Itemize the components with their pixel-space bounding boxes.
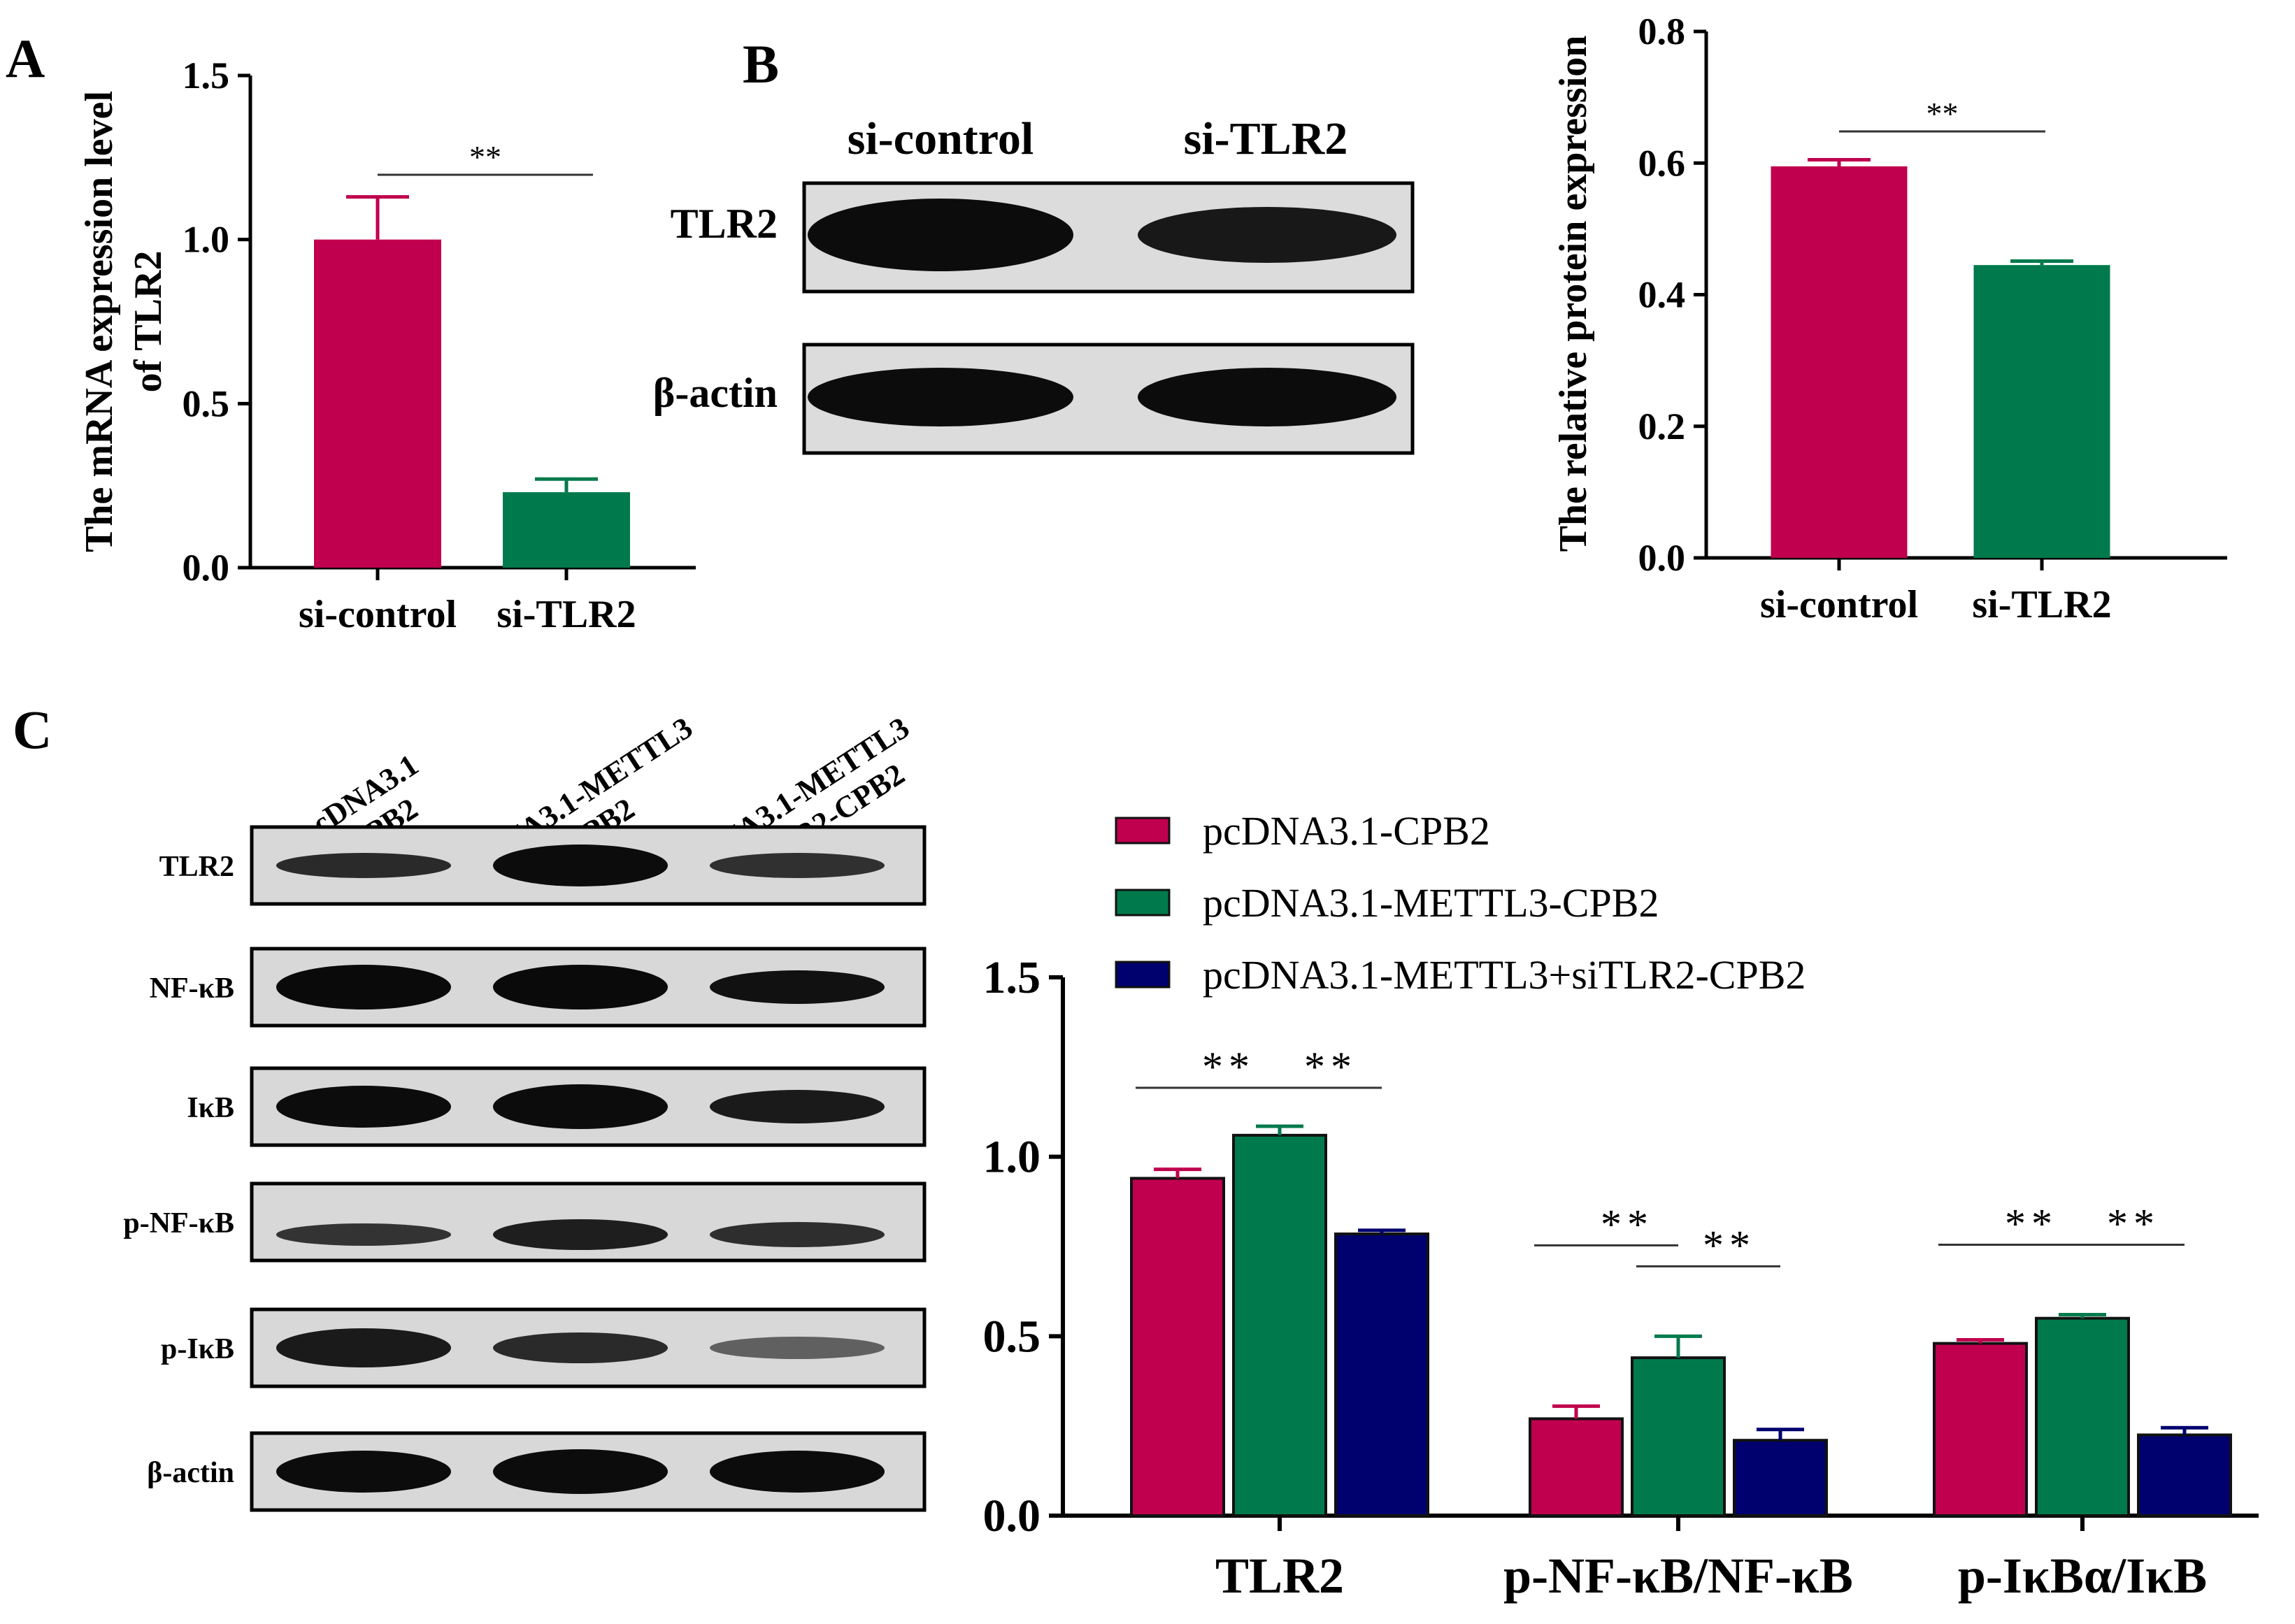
blot-b-tlr2-band-2 [1138,207,1396,263]
blot-c-band [493,965,668,1009]
chart-b-y-tick-label: 0.4 [1638,274,1686,316]
chart-c-bar [1529,1417,1624,1518]
chart-c-bar [1631,1356,1726,1517]
blot-c-row-label: p-IκB [161,1333,234,1365]
chart-c-significance-label: ** [1202,1044,1255,1090]
blot-c-row-label: TLR2 [159,851,234,883]
chart-b-y-tick-label: 0.2 [1638,405,1686,447]
blot-c-band [493,1219,668,1250]
chart-c-legend-swatch [1115,889,1171,917]
chart-c-bar [1130,1177,1225,1517]
blot-c-band [276,1223,451,1246]
chart-b-y-axis-label: The relative protein expression [1552,36,1595,552]
chart-c-x-tick-label: TLR2 [1215,1548,1344,1604]
blot-c-row-label: IκB [187,1092,234,1124]
chart-c-bar [2137,1433,2232,1517]
chart-a-x-tick-label: si-TLR2 [496,593,636,636]
blot-c-band [493,1084,668,1129]
blot-c-band [710,1451,885,1493]
chart-a-y-tick-label: 0.0 [183,547,230,589]
chart-b-bar-si-TLR2 [1973,265,2110,558]
chart-a-bar-si-TLR2 [503,492,630,568]
blot-c-band [710,1337,885,1359]
blot-c-row-label: β-actin [147,1457,234,1489]
blot-c-band [710,1090,885,1123]
blot-c-band [276,1086,451,1128]
chart-a-bar-si-control [314,239,441,568]
blot-c-band [710,853,885,878]
chart-c-bar [1232,1133,1327,1518]
chart-a-x-tick-label: si-control [299,593,457,636]
blot-b-lane-label-si-tlr2: si-TLR2 [1184,113,1348,164]
blot-b-tlr2-band-1 [808,199,1073,271]
chart-a-significance-label: ** [469,139,501,175]
chart-c: 0.0 0.5 1.0 1.5 TLR2 ** ** p-NF-κB/NF-κB ** ** p-I… [983,808,2259,1604]
chart-c-y-tick-label: 0.5 [983,1311,1041,1362]
chart-c-y-tick-label: 1.5 [983,952,1041,1003]
blot-c-band [493,1449,668,1494]
chart-c-bar [1933,1342,2028,1517]
chart-c-legend-swatch [1115,961,1171,989]
blot-c-band [710,1222,885,1247]
blot-c-band [276,1328,451,1367]
chart-b-y-tick-label: 0.8 [1638,10,1686,52]
western-blot-b: si-control si-TLR2 TLR2 β-actin [653,113,1415,455]
chart-c-legend-label: pcDNA3.1-METTL3+siTLR2-CPB2 [1203,952,1806,998]
blot-b-row-label-beta-actin: β-actin [653,370,778,416]
chart-b-significance-label: ** [1926,96,1959,131]
panel-label-c: C [13,699,52,760]
chart-a-y-axis-label: The mRNA expression level of TLR2 [78,91,170,552]
blot-c-band [276,965,451,1009]
chart-c-significance-label: ** [1304,1044,1357,1090]
blot-c-band [276,1451,451,1493]
chart-a: 0.0 0.5 1.0 1.5 si-control si-TLR2 ** The mRNA … [78,55,696,636]
chart-b-y-tick-label: 0.6 [1638,142,1686,184]
chart-c-significance-label: ** [1703,1222,1756,1268]
chart-a-y-tick-label: 1.5 [183,55,230,96]
chart-c-bar [1334,1233,1429,1517]
blot-c-row-label: p-NF-κB [123,1207,234,1239]
chart-b-x-tick-label: si-control [1760,583,1918,626]
chart-c-bar [2035,1316,2130,1517]
chart-c-y-tick-label: 1.0 [983,1132,1041,1183]
blot-c-band [276,853,451,878]
chart-a-y-tick-label: 1.0 [183,219,230,261]
chart-b-bar-si-control [1771,166,1908,559]
chart-c-legend-label: pcDNA3.1-METTL3-CPB2 [1203,880,1659,926]
chart-b: 0.0 0.2 0.4 0.6 0.8 si-control si-TLR2 ** The re… [1552,10,2227,626]
blot-c-row-label: NF-κB [150,972,234,1005]
western-blot-c: pcDNA3.1-CPB2pcDNA3.1-METTL3-CPB2pcDNA3.… [123,710,927,1512]
blot-b-lane-label-si-control: si-control [848,113,1034,164]
chart-c-legend-swatch [1115,817,1171,845]
chart-b-x-tick-label: si-TLR2 [1972,583,2111,626]
chart-c-significance-label: ** [1601,1201,1654,1247]
chart-c-y-tick-label: 0.0 [983,1490,1041,1542]
blot-c-band [493,1332,668,1363]
blot-b-actin-band-1 [808,368,1073,426]
blot-c-band [710,970,885,1004]
chart-c-significance-label: ** [2107,1201,2160,1247]
blot-b-actin-band-2 [1138,368,1396,426]
chart-c-legend-label: pcDNA3.1-CPB2 [1203,808,1490,854]
chart-c-significance-label: ** [2005,1201,2058,1247]
chart-a-y-tick-label: 0.5 [183,382,230,424]
chart-c-x-tick-label: p-NF-κB/NF-κB [1503,1548,1853,1604]
blot-c-band [493,845,668,886]
blot-b-row-label-tlr2: TLR2 [671,201,778,247]
chart-b-y-tick-label: 0.0 [1638,537,1686,579]
panel-label-a: A [6,28,45,89]
panel-label-b: B [743,34,779,94]
chart-c-bar [1733,1439,1828,1517]
chart-c-x-tick-label: p-IκBα/IκB [1958,1548,2207,1604]
